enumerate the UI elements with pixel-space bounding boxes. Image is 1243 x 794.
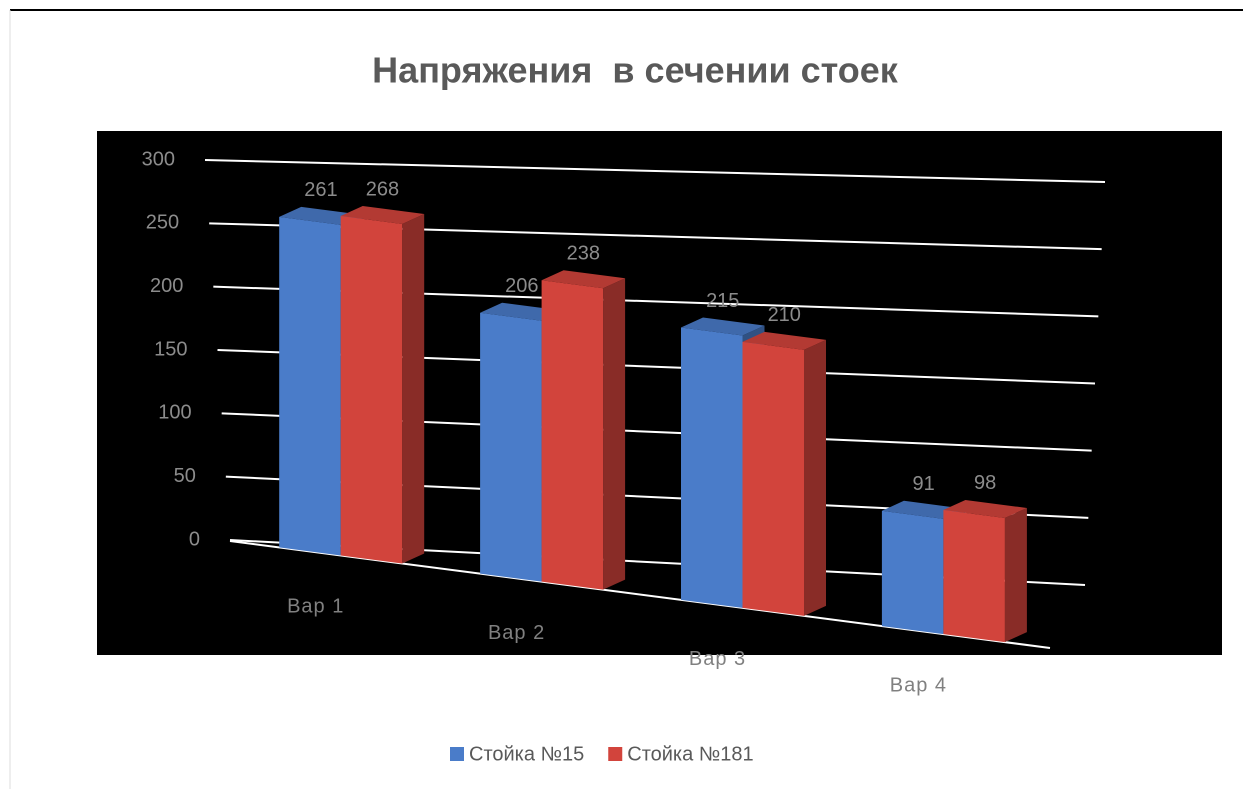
bar xyxy=(541,270,626,590)
y-tick-label: 150 xyxy=(154,338,187,360)
y-tick-label: 250 xyxy=(146,212,179,234)
y-tick-label: 200 xyxy=(150,275,183,297)
x-tick-label: Вар 3 xyxy=(689,648,746,670)
legend-swatch xyxy=(608,747,623,761)
legend-swatch xyxy=(450,747,464,761)
bar-front xyxy=(541,280,604,590)
x-tick-label: Вар 2 xyxy=(488,622,545,644)
bar-side xyxy=(402,214,425,564)
bar-top xyxy=(742,331,826,350)
bar-top xyxy=(943,499,1027,518)
x-tick-label: Вар 4 xyxy=(890,674,947,696)
bar xyxy=(340,205,425,564)
y-tick-label: 0 xyxy=(189,528,200,550)
legend-label: Стойка №181 xyxy=(627,743,753,765)
y-tick-label: 100 xyxy=(158,402,191,424)
data-label: 206 xyxy=(505,275,538,297)
data-label: 98 xyxy=(974,472,996,494)
x-tick-label: Вар 1 xyxy=(287,596,344,618)
bar-top xyxy=(681,317,765,336)
data-label: 238 xyxy=(567,242,600,264)
bar-side xyxy=(1004,507,1027,643)
bar-top xyxy=(541,270,626,289)
data-label: 215 xyxy=(706,290,739,312)
bar-front xyxy=(943,509,1005,643)
bar-top xyxy=(340,205,425,225)
bar-side xyxy=(603,278,626,590)
bar-front xyxy=(742,341,804,616)
y-tick-label: 50 xyxy=(174,465,196,487)
data-label: 91 xyxy=(913,473,935,495)
bar-front xyxy=(480,312,542,582)
bar xyxy=(943,499,1027,643)
bar-front xyxy=(279,216,341,556)
data-label: 210 xyxy=(768,304,801,326)
legend-label: Стойка №15 xyxy=(469,743,584,765)
data-label: 261 xyxy=(304,179,337,201)
grid-line xyxy=(204,159,1106,183)
bar-front xyxy=(681,327,743,608)
chart-title: Напряжения в сечении стоек xyxy=(372,50,899,91)
bar-front xyxy=(340,215,403,564)
bar xyxy=(742,331,826,616)
bar-side xyxy=(804,339,826,616)
plot-area xyxy=(97,131,1222,655)
bar-front xyxy=(881,510,944,635)
y-tick-label: 300 xyxy=(142,148,175,170)
data-label: 268 xyxy=(366,178,399,200)
